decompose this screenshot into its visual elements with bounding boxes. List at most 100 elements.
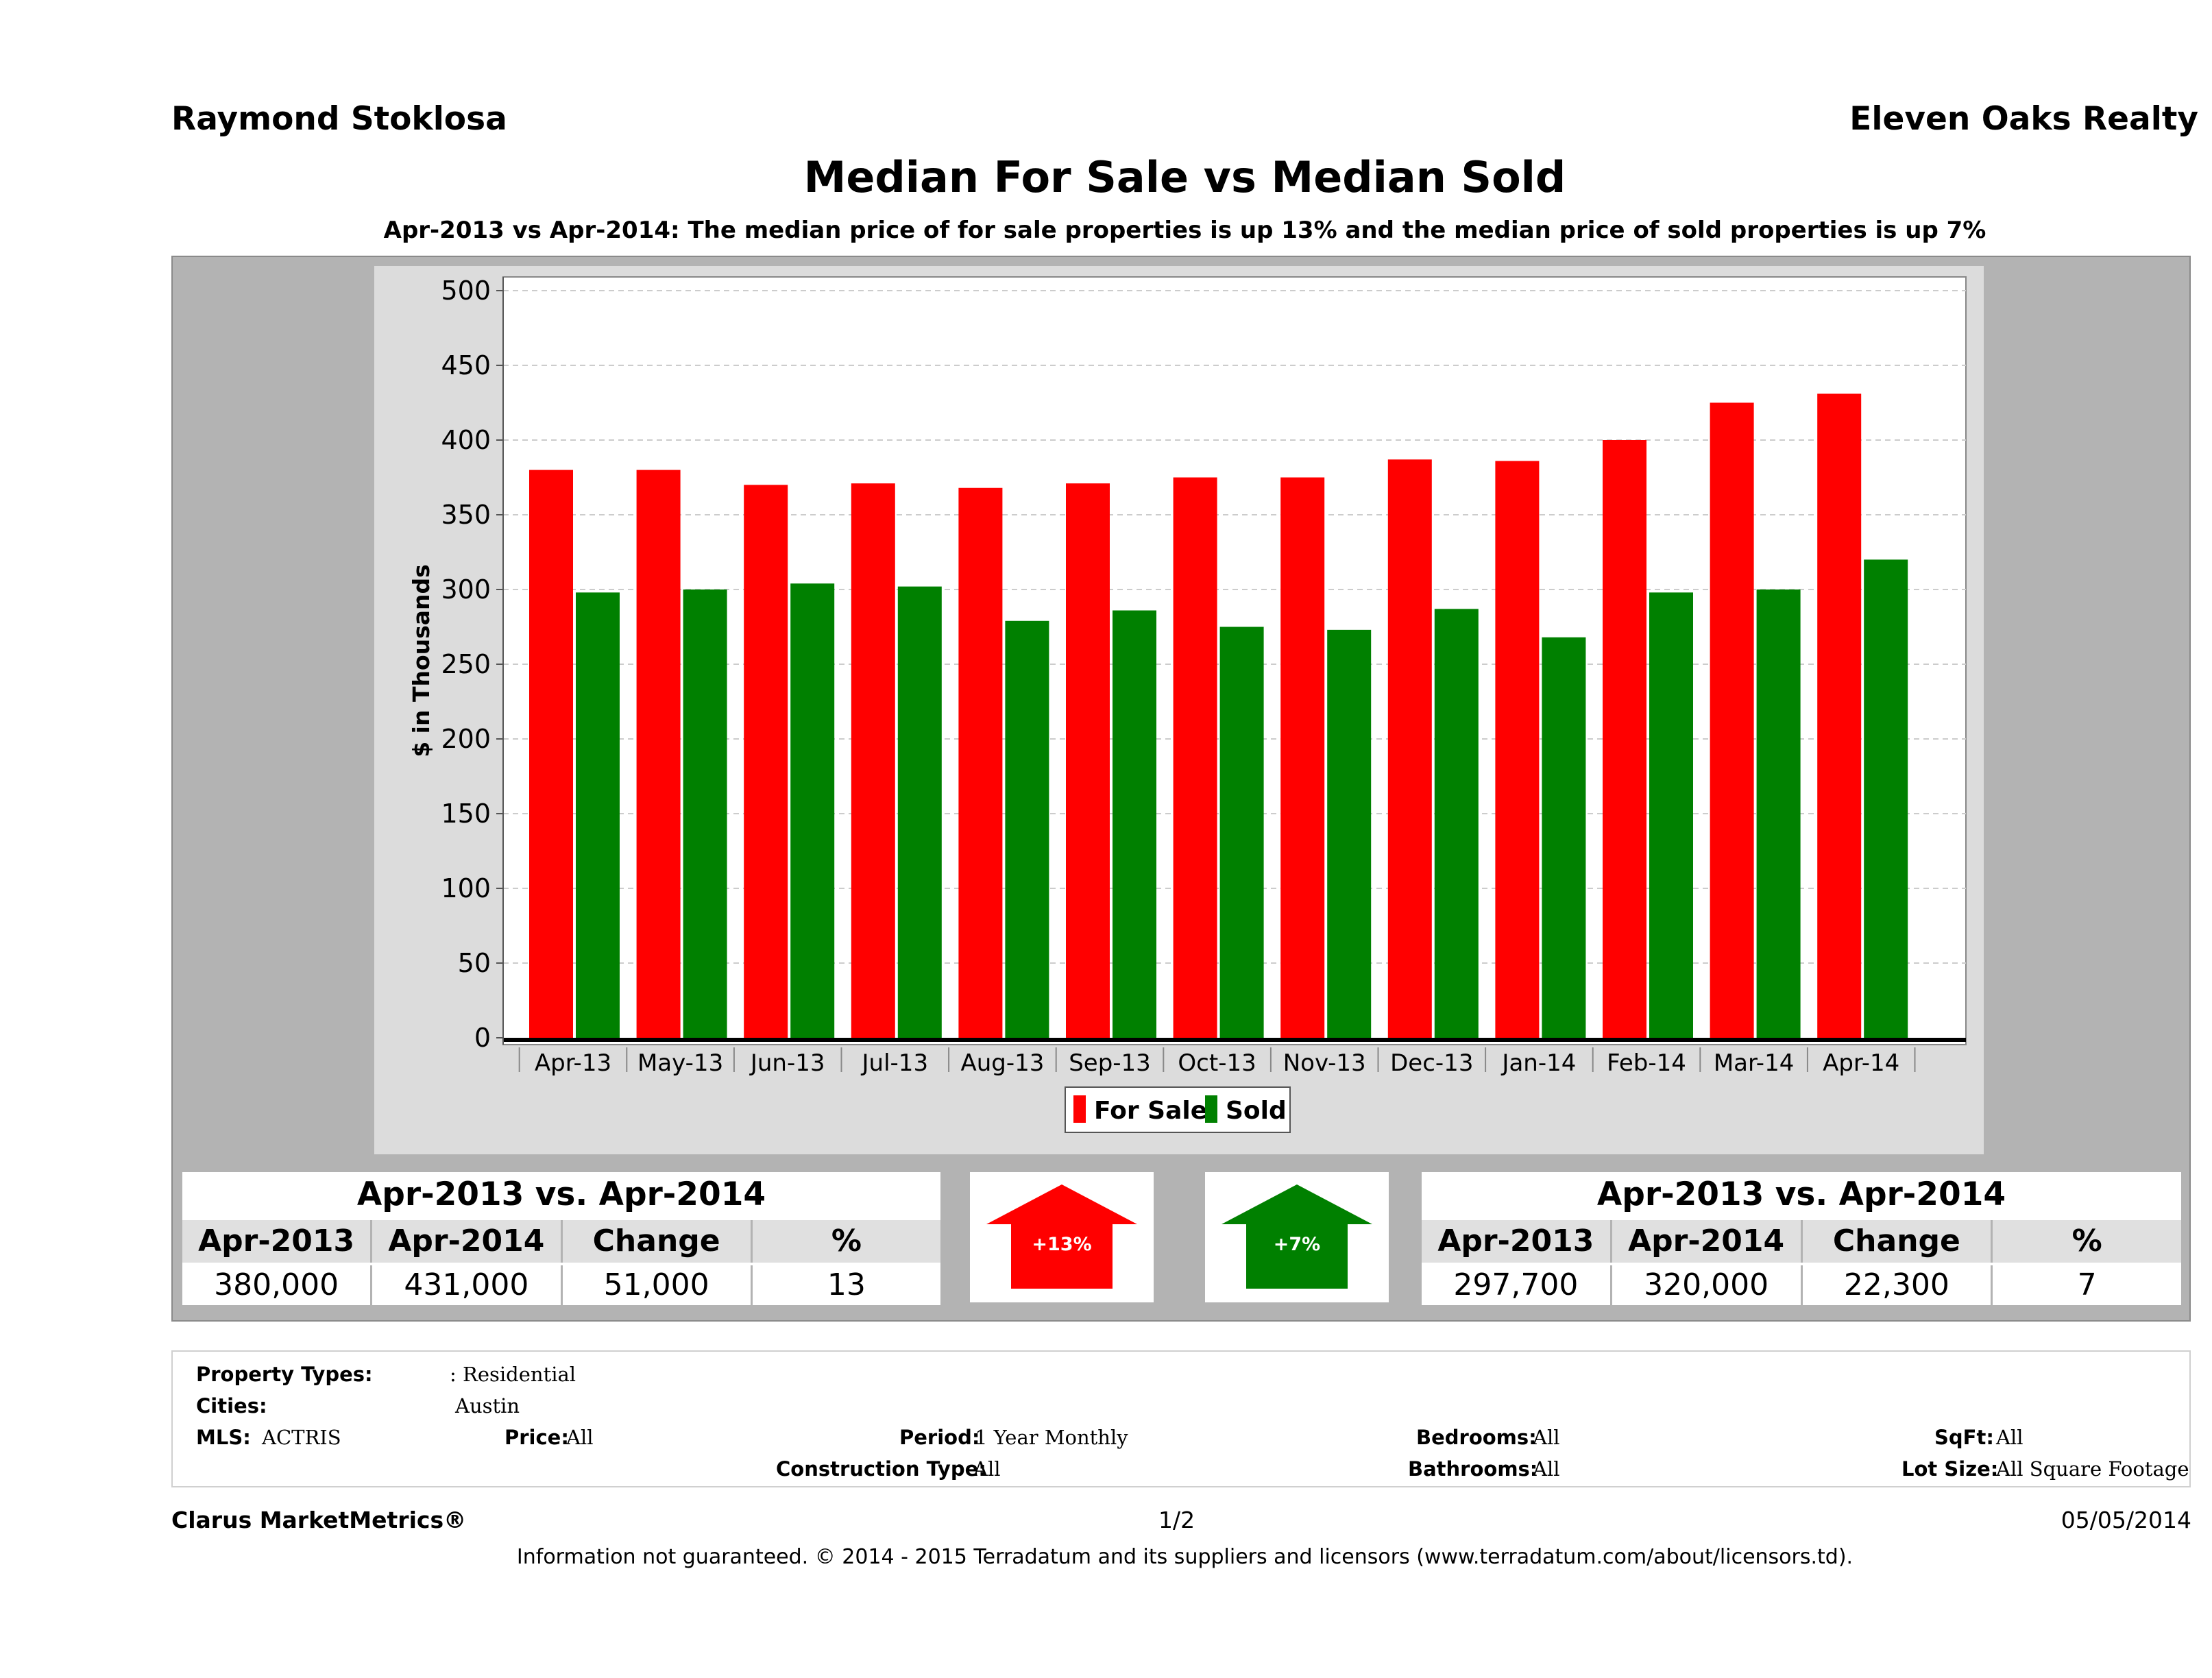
y-axis-label: $ in Thousands [408, 564, 435, 757]
bar-for-sale-nov-13 [1280, 477, 1325, 1038]
bar-sold-nov-13 [1327, 629, 1372, 1038]
bar-for-sale-jan-14 [1495, 461, 1540, 1038]
for-sale-value-start: 380,000 [182, 1265, 373, 1305]
sold-value-start: 297,700 [1422, 1265, 1612, 1305]
bar-sold-sep-13 [1113, 610, 1156, 1038]
mls-label: MLS: [196, 1426, 251, 1449]
for-sale-header-change: Change [563, 1220, 753, 1263]
bar-for-sale-jul-13 [851, 483, 895, 1038]
for-sale-header-percent: % [831, 1224, 862, 1258]
x-tick-label: Oct-13 [1178, 1049, 1256, 1077]
bar-for-sale-feb-14 [1603, 440, 1646, 1038]
sold-value-end: 320,000 [1612, 1265, 1803, 1305]
chart-title: Median For Sale vs Median Sold [803, 152, 1566, 202]
legend-label-for-sale: For Sale [1094, 1097, 1207, 1125]
bar-for-sale-sep-13 [1066, 483, 1110, 1038]
price-value: All [566, 1426, 594, 1449]
bar-sold-may-13 [683, 589, 727, 1038]
x-tick-label: Jul-13 [861, 1049, 929, 1077]
bar-sold-mar-14 [1756, 589, 1801, 1038]
y-tick-label: 50 [458, 948, 491, 978]
for-sale-stats-title: Apr-2013 vs. Apr-2014 [356, 1176, 766, 1213]
bar-sold-apr-13 [576, 592, 620, 1038]
y-tick-label: 100 [441, 873, 491, 903]
for-sale-stats-table: Apr-2013 vs. Apr-2014 Apr-2013 Apr-2014 … [182, 1172, 940, 1305]
sold-header-start: Apr-2013 [1422, 1220, 1612, 1263]
y-tick-label: 200 [441, 724, 491, 754]
for-sale-change-arrow: +13% [970, 1172, 1154, 1302]
lot-size-value: All Square Footage [1996, 1457, 2189, 1481]
bar-for-sale-jun-13 [744, 485, 788, 1038]
y-tick-label: 400 [441, 425, 491, 455]
x-tick-label: Apr-13 [535, 1049, 611, 1077]
sold-header-percent: % [2071, 1224, 2102, 1258]
sold-arrow-label: +7% [1273, 1234, 1321, 1255]
bar-sold-jan-14 [1542, 637, 1586, 1038]
y-tick-label: 300 [441, 574, 491, 605]
bar-for-sale-oct-13 [1173, 477, 1217, 1038]
arrow-up-icon [986, 1184, 1137, 1289]
legend: For Sale Sold [1065, 1086, 1291, 1133]
bar-for-sale-may-13 [636, 470, 681, 1038]
bar-sold-aug-13 [1005, 620, 1049, 1038]
y-tick-label: 0 [474, 1023, 491, 1053]
for-sale-arrow-label: +13% [1032, 1234, 1092, 1255]
bar-for-sale-aug-13 [958, 487, 1003, 1038]
chart-subtitle: Apr-2013 vs Apr-2014: The median price o… [383, 217, 1986, 244]
for-sale-header-start: Apr-2013 [182, 1220, 373, 1263]
price-label: Price: [505, 1426, 569, 1449]
for-sale-value-end: 431,000 [372, 1265, 563, 1305]
x-tick-label: Jun-13 [749, 1049, 825, 1077]
y-tick-label: 150 [441, 799, 491, 829]
sold-stats-table: Apr-2013 vs. Apr-2014 Apr-2013 Apr-2014 … [1422, 1172, 2181, 1305]
search-criteria: Property Types: : Residential Cities: Au… [171, 1350, 2191, 1487]
bar-sold-dec-13 [1434, 609, 1479, 1038]
for-sale-value-percent: 13 [827, 1267, 866, 1302]
y-tick-label: 350 [441, 500, 491, 530]
bar-for-sale-mar-14 [1710, 402, 1754, 1038]
construction-type-label: Construction Type: [776, 1457, 986, 1481]
x-tick-label: Sep-13 [1069, 1049, 1151, 1077]
for-sale-value-change: 51,000 [563, 1265, 753, 1305]
bathrooms-value: All [1533, 1457, 1560, 1481]
cities-value: Austin [455, 1394, 520, 1418]
bar-sold-apr-14 [1864, 559, 1908, 1038]
y-tick-label: 450 [441, 350, 491, 380]
sqft-value: All [1996, 1426, 2023, 1449]
x-tick-label: Apr-14 [1823, 1049, 1899, 1077]
y-tick-label: 500 [441, 276, 491, 306]
bar-sold-jul-13 [897, 586, 942, 1038]
legend-swatch-for-sale [1073, 1095, 1086, 1123]
report-date: 05/05/2014 [2061, 1507, 2191, 1533]
period-value: 1 Year Monthly [975, 1426, 1128, 1449]
x-tick-label: Feb-14 [1607, 1049, 1686, 1077]
company-name: Eleven Oaks Realty [1849, 100, 2198, 138]
bar-for-sale-apr-14 [1817, 393, 1862, 1038]
bar-for-sale-dec-13 [1387, 459, 1432, 1038]
period-label: Period: [899, 1426, 980, 1449]
sold-header-change: Change [1803, 1220, 1993, 1263]
x-tick-label: Dec-13 [1390, 1049, 1473, 1077]
x-tick-label: Jan-14 [1500, 1049, 1576, 1077]
mls-value: ACTRIS [262, 1426, 341, 1449]
page-number: 1/2 [1158, 1507, 1195, 1533]
sold-value-change: 22,300 [1803, 1265, 1993, 1305]
for-sale-header-end: Apr-2014 [372, 1220, 563, 1263]
x-tick-label: Mar-14 [1714, 1049, 1795, 1077]
sold-change-arrow: +7% [1205, 1172, 1389, 1302]
legend-swatch-sold [1205, 1095, 1217, 1123]
property-types-label: Property Types: [196, 1363, 373, 1386]
agent-name: Raymond Stoklosa [171, 100, 507, 138]
sqft-label: SqFt: [1934, 1426, 1994, 1449]
y-tick-label: 250 [441, 649, 491, 679]
x-tick-label: May-13 [637, 1049, 723, 1077]
bar-for-sale-apr-13 [529, 470, 573, 1038]
bathrooms-label: Bathrooms: [1408, 1457, 1538, 1481]
arrow-up-icon [1222, 1184, 1372, 1289]
lot-size-label: Lot Size: [1901, 1457, 1999, 1481]
cities-label: Cities: [196, 1394, 267, 1418]
property-types-value: : Residential [450, 1363, 576, 1386]
sold-header-end: Apr-2014 [1612, 1220, 1803, 1263]
